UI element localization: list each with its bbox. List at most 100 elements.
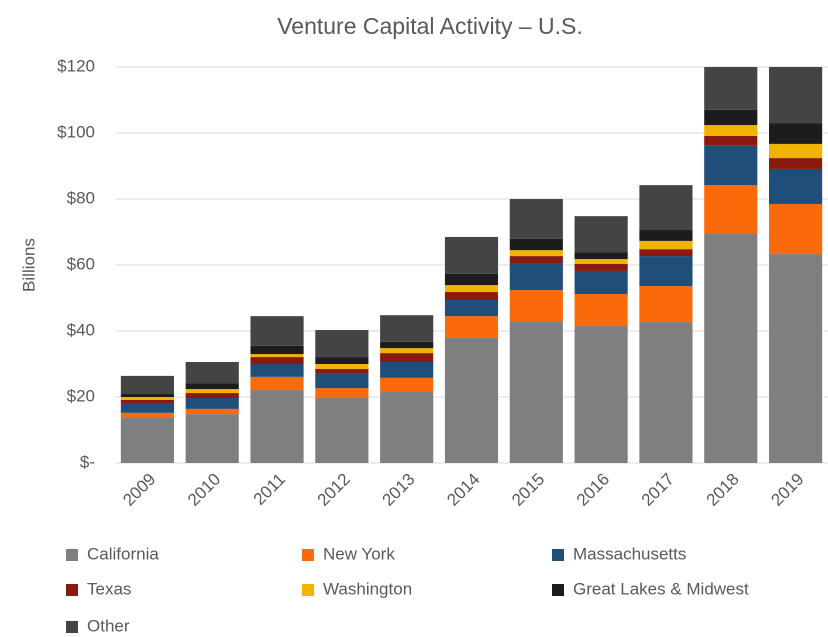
x-tick-label: 2014 <box>443 470 483 510</box>
y-tick-label: $100 <box>57 122 95 141</box>
legend-swatch <box>302 549 314 561</box>
bar-segment <box>704 233 758 463</box>
bar-segment <box>315 357 369 364</box>
bar-segment <box>380 377 434 393</box>
bar-segment <box>769 158 823 169</box>
y-tick-label: $- <box>80 452 95 471</box>
bar-segment <box>444 285 499 293</box>
bar-segment <box>509 199 563 239</box>
bar-segment <box>250 364 304 377</box>
bar-segment <box>380 348 434 354</box>
x-tick-label: 2010 <box>184 470 224 510</box>
bar-segment <box>509 250 563 257</box>
bar-segment <box>574 264 628 271</box>
bar-segment <box>185 383 239 390</box>
y-tick-label: $80 <box>67 188 95 207</box>
bar-segment <box>185 389 239 394</box>
bar-segment <box>380 341 434 349</box>
bar-segment <box>444 292 499 300</box>
bar-segment <box>120 394 174 397</box>
bar-segment <box>380 353 434 363</box>
bar-segment <box>315 388 369 398</box>
bar-segment <box>315 330 369 358</box>
legend-label: California <box>87 544 159 563</box>
legend-label: Great Lakes & Midwest <box>573 579 749 598</box>
bar-segment <box>444 273 499 286</box>
bar-segment <box>574 270 628 295</box>
bar-segment <box>704 185 758 234</box>
bar-segment <box>704 109 758 126</box>
bar-segment <box>574 259 628 265</box>
bar-segment <box>250 316 304 346</box>
bar-segment <box>509 263 563 291</box>
bar-segment <box>250 357 304 364</box>
bar-segment <box>509 290 563 322</box>
bar-segment <box>315 397 369 463</box>
bar-segment <box>769 203 823 255</box>
bar-segment <box>639 322 693 463</box>
bar-segment <box>185 397 239 409</box>
y-tick-label: $40 <box>67 320 95 339</box>
legend-label: Other <box>87 616 130 635</box>
bar-segment <box>120 417 174 463</box>
bar-segment <box>639 185 693 231</box>
bar-segment <box>120 403 174 413</box>
bar-segment <box>120 399 174 404</box>
x-tick-label: 2015 <box>508 470 548 510</box>
bar-segment <box>315 364 369 369</box>
bar-segment <box>639 286 693 323</box>
bar-segment <box>509 321 563 463</box>
bar-segment <box>639 230 693 241</box>
x-tick-label: 2009 <box>119 470 159 510</box>
legend-swatch <box>66 621 78 633</box>
bar-segment <box>769 143 823 159</box>
x-tick-label: 2019 <box>767 470 807 510</box>
bar-segment <box>574 326 628 463</box>
bar-segment <box>444 236 499 274</box>
bar-segment <box>120 412 174 418</box>
y-tick-label: $20 <box>67 386 95 405</box>
bar-segment <box>574 216 628 253</box>
bar-segment <box>120 397 174 400</box>
bar-segment <box>185 414 239 463</box>
bar-segment <box>380 392 434 463</box>
bar-segment <box>509 238 563 251</box>
legend-swatch <box>302 584 314 596</box>
bar-segment <box>185 362 239 384</box>
bar-segment <box>185 393 239 398</box>
x-tick-label: 2013 <box>378 470 418 510</box>
bar-segment <box>704 125 758 136</box>
x-tick-label: 2018 <box>703 470 743 510</box>
y-tick-label: $120 <box>57 56 95 75</box>
bar-segment <box>639 256 693 287</box>
x-tick-label: 2011 <box>250 470 289 509</box>
bar-segment <box>380 315 434 342</box>
bar-segment <box>769 123 823 144</box>
bar-segment <box>444 316 499 338</box>
bar-segment <box>769 67 823 124</box>
bar-segment <box>315 373 369 389</box>
x-tick-label: 2012 <box>314 470 354 510</box>
bar-segment <box>185 408 239 415</box>
bar-segment <box>250 376 304 391</box>
bars <box>120 67 823 463</box>
bar-segment <box>120 375 174 395</box>
y-axis-title: Billions <box>19 238 38 292</box>
legend-swatch <box>552 549 564 561</box>
bar-segment <box>250 345 304 355</box>
bar-segment <box>704 67 758 110</box>
x-tick-label: 2017 <box>638 470 678 510</box>
bar-segment <box>704 145 758 186</box>
legend-label: Washington <box>323 579 412 598</box>
bar-segment <box>380 362 434 378</box>
bar-segment <box>250 390 304 463</box>
bar-segment <box>704 135 758 146</box>
legend-swatch <box>66 584 78 596</box>
bar-segment <box>509 256 563 264</box>
chart-title: Venture Capital Activity – U.S. <box>277 13 583 39</box>
x-tick-label: 2016 <box>573 470 613 510</box>
bar-segment <box>639 249 693 257</box>
legend-label: Texas <box>87 579 131 598</box>
legend-swatch <box>552 584 564 596</box>
